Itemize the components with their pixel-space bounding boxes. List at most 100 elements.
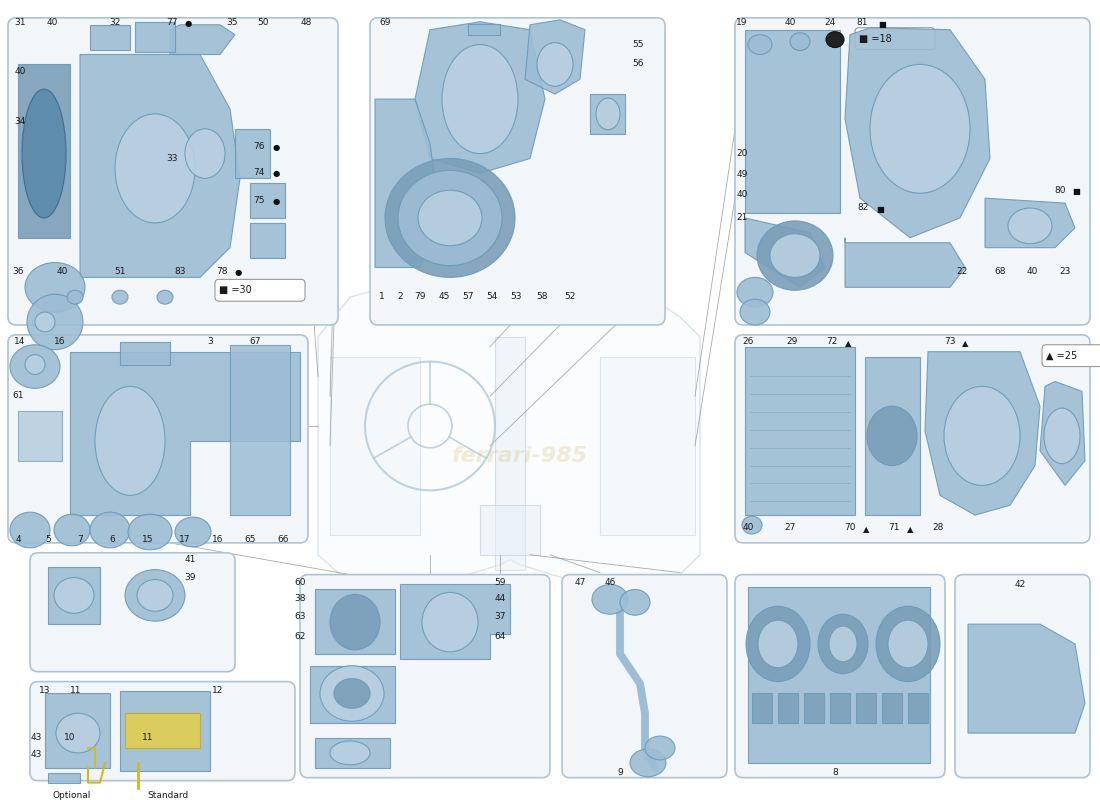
FancyBboxPatch shape: [562, 574, 727, 778]
Polygon shape: [752, 694, 772, 723]
Polygon shape: [480, 506, 540, 554]
Text: 19: 19: [736, 18, 748, 27]
Ellipse shape: [790, 33, 810, 50]
Text: 61: 61: [12, 391, 24, 400]
Ellipse shape: [870, 64, 970, 193]
Ellipse shape: [330, 594, 380, 650]
Polygon shape: [48, 773, 80, 782]
Polygon shape: [315, 590, 395, 654]
Ellipse shape: [175, 517, 211, 547]
Ellipse shape: [35, 312, 55, 332]
Text: 63: 63: [295, 612, 306, 622]
Text: 78: 78: [217, 267, 228, 277]
Text: 2: 2: [397, 292, 403, 302]
FancyBboxPatch shape: [8, 18, 338, 325]
Polygon shape: [70, 352, 300, 515]
Ellipse shape: [818, 614, 868, 674]
Text: 50: 50: [257, 18, 268, 27]
Polygon shape: [845, 28, 990, 238]
Ellipse shape: [157, 290, 173, 304]
Ellipse shape: [1044, 408, 1080, 464]
Polygon shape: [778, 694, 798, 723]
Text: 42: 42: [1014, 579, 1025, 589]
Text: 39: 39: [185, 573, 196, 582]
Text: 40: 40: [736, 190, 748, 199]
Ellipse shape: [620, 590, 650, 615]
Ellipse shape: [757, 221, 833, 290]
Text: 7: 7: [77, 535, 82, 544]
Text: 71: 71: [889, 523, 900, 532]
Ellipse shape: [829, 626, 857, 662]
Text: ●: ●: [234, 269, 242, 278]
Polygon shape: [120, 342, 170, 365]
Text: 47: 47: [574, 578, 585, 586]
Text: ferrari-985: ferrari-985: [452, 446, 588, 466]
Polygon shape: [135, 22, 175, 51]
Polygon shape: [968, 624, 1085, 733]
Polygon shape: [230, 345, 290, 515]
Text: 53: 53: [510, 292, 521, 302]
Ellipse shape: [826, 32, 844, 47]
Text: ●: ●: [273, 170, 279, 178]
Ellipse shape: [645, 736, 675, 760]
Text: ●: ●: [273, 142, 279, 152]
Polygon shape: [865, 357, 920, 515]
FancyBboxPatch shape: [735, 18, 1090, 325]
Text: 49: 49: [736, 170, 748, 179]
Text: 68: 68: [994, 267, 1005, 277]
Text: 14: 14: [14, 337, 25, 346]
Text: 57: 57: [462, 292, 474, 302]
Text: 46: 46: [604, 578, 616, 586]
Text: 40: 40: [1026, 267, 1037, 277]
Text: 6: 6: [109, 535, 114, 544]
Text: 9: 9: [617, 768, 623, 777]
Text: 29: 29: [786, 337, 798, 346]
Text: 52: 52: [564, 292, 575, 302]
Text: 72: 72: [826, 337, 838, 346]
Polygon shape: [18, 64, 70, 238]
Ellipse shape: [442, 45, 518, 154]
Ellipse shape: [742, 516, 762, 534]
Ellipse shape: [330, 741, 370, 765]
Ellipse shape: [867, 406, 917, 466]
Ellipse shape: [125, 570, 185, 621]
Text: 38: 38: [295, 594, 306, 603]
Text: 62: 62: [295, 632, 306, 641]
Text: 64: 64: [494, 632, 506, 641]
Text: 16: 16: [54, 337, 66, 346]
FancyBboxPatch shape: [735, 574, 945, 778]
FancyBboxPatch shape: [855, 28, 935, 50]
Text: 27: 27: [784, 523, 795, 532]
Ellipse shape: [748, 34, 772, 54]
Text: ■ =30: ■ =30: [219, 286, 252, 295]
Text: 66: 66: [277, 535, 288, 544]
Polygon shape: [984, 198, 1075, 248]
Ellipse shape: [90, 512, 130, 548]
Text: 15: 15: [142, 535, 154, 544]
Text: 82: 82: [857, 203, 869, 212]
Polygon shape: [745, 346, 855, 515]
Text: 13: 13: [40, 686, 51, 694]
FancyBboxPatch shape: [30, 553, 235, 672]
Ellipse shape: [537, 42, 573, 86]
Polygon shape: [310, 666, 395, 723]
Ellipse shape: [28, 294, 82, 350]
FancyBboxPatch shape: [8, 335, 308, 543]
Ellipse shape: [596, 98, 620, 130]
Text: 8: 8: [832, 768, 838, 777]
FancyBboxPatch shape: [735, 335, 1090, 543]
Ellipse shape: [112, 290, 128, 304]
Ellipse shape: [22, 89, 66, 218]
Text: 56: 56: [632, 59, 644, 69]
Ellipse shape: [138, 579, 173, 611]
Polygon shape: [48, 566, 100, 624]
Polygon shape: [80, 54, 240, 278]
FancyBboxPatch shape: [955, 574, 1090, 778]
Text: 77: 77: [166, 18, 178, 27]
Text: ●: ●: [185, 19, 191, 28]
Ellipse shape: [630, 749, 666, 777]
Text: 33: 33: [166, 154, 178, 162]
Polygon shape: [830, 694, 850, 723]
Polygon shape: [45, 694, 110, 768]
Text: 4: 4: [15, 535, 21, 544]
